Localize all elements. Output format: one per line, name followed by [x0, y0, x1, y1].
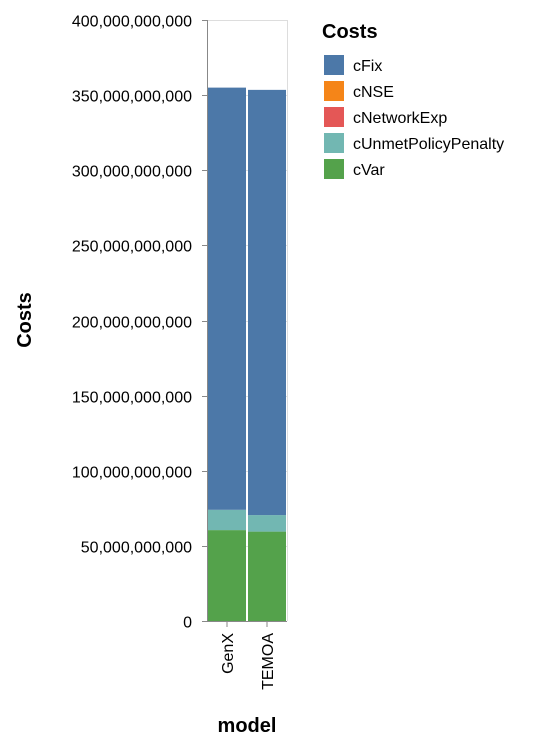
bar-stacks [208, 87, 286, 621]
legend-label: cUnmetPolicyPenalty [353, 136, 504, 153]
bar-segment-cFix [208, 87, 246, 510]
y-tick-label: 250,000,000,000 [72, 239, 192, 256]
y-tick-label: 0 [183, 615, 192, 632]
y-tick-label: 50,000,000,000 [81, 540, 192, 557]
bar-segment-cUnmetPolicyPenalty [208, 509, 246, 531]
y-tick-label: 300,000,000,000 [72, 164, 192, 181]
x-axis: GenX TEMOA [207, 621, 287, 690]
x-tick-label: TEMOA [260, 633, 277, 690]
legend-swatch [324, 107, 344, 127]
legend-swatch [324, 81, 344, 101]
bar-segment-cVar [248, 531, 286, 621]
legend-swatch [324, 159, 344, 179]
y-tick-label: 400,000,000,000 [72, 14, 192, 31]
legend-swatch [324, 133, 344, 153]
legend-swatch [324, 55, 344, 75]
bar-segment-cFix [248, 89, 286, 516]
bar-segment-cUnmetPolicyPenalty [248, 515, 286, 532]
legend-label: cNetworkExp [353, 110, 447, 127]
y-axis: 0 50,000,000,000 100,000,000,000 150,000,00… [72, 14, 208, 632]
legend-label: cNSE [353, 84, 394, 101]
bar-segment-cVar [208, 530, 246, 621]
legend: Costs cFix cNSE cNetworkExp cUnmetPolicyPen… [322, 21, 504, 179]
y-tick-label: 100,000,000,000 [72, 465, 192, 482]
y-axis-title: Costs [14, 292, 36, 348]
x-tick-label: GenX [220, 633, 237, 674]
legend-title: Costs [322, 21, 378, 43]
x-axis-title: model [218, 715, 277, 737]
y-tick-label: 200,000,000,000 [72, 315, 192, 332]
legend-label: cVar [353, 162, 385, 179]
y-tick-label: 350,000,000,000 [72, 89, 192, 106]
legend-label: cFix [353, 58, 382, 75]
y-tick-label: 150,000,000,000 [72, 390, 192, 407]
